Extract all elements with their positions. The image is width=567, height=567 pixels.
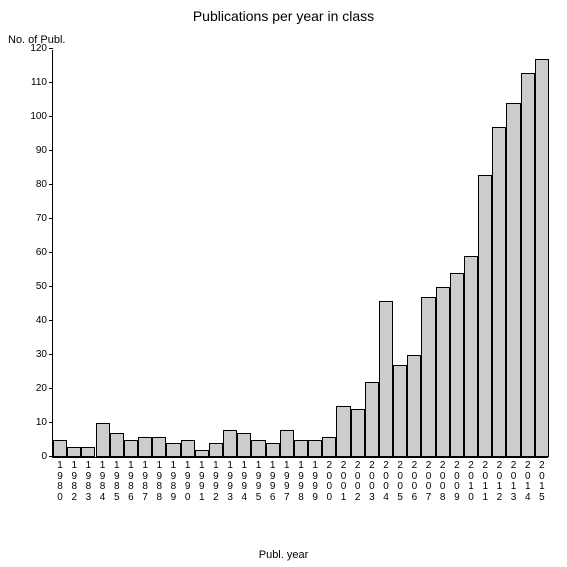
x-tick-label: 2000 [322,457,336,503]
bar [379,301,393,457]
x-tick-label: 2010 [464,457,478,503]
bar [81,447,95,457]
x-tick-label: 2005 [393,457,407,503]
y-tick-label: 50 [17,282,53,292]
x-tick-label: 2002 [351,457,365,503]
x-tick-label: 1999 [308,457,322,503]
x-tick-label: 1994 [237,457,251,503]
x-tick-label: 2011 [478,457,492,503]
x-tick-label: 1984 [96,457,110,503]
y-tick-mark [49,218,53,219]
bar [209,443,223,457]
bar [322,437,336,457]
x-axis-title: Publ. year [0,549,567,561]
y-tick-mark [49,150,53,151]
bar [492,127,506,457]
y-tick-mark [49,252,53,253]
x-tick-label: 1997 [280,457,294,503]
bar [436,287,450,457]
y-tick-label: 100 [17,112,53,122]
bar [294,440,308,457]
bar [96,423,110,457]
bar [478,175,492,457]
bar [308,440,322,457]
bar [223,430,237,457]
y-tick-mark [49,388,53,389]
y-tick-mark [49,422,53,423]
bar [195,450,209,457]
bar [124,440,138,457]
bar [67,447,81,457]
bar [407,355,421,457]
y-tick-mark [49,354,53,355]
x-tick-label: 2001 [336,457,350,503]
y-tick-label: 120 [17,44,53,54]
x-tick-label: 2008 [436,457,450,503]
bar [181,440,195,457]
x-tick-label: 2004 [379,457,393,503]
y-tick-label: 70 [17,214,53,224]
x-tick-label: 2013 [506,457,520,503]
x-tick-label: 2014 [521,457,535,503]
chart-container: Publications per year in class No. of Pu… [0,0,567,567]
x-tick-label: 1988 [152,457,166,503]
plot-area: 0102030405060708090100110120198019821983… [52,50,548,458]
bar [421,297,435,457]
y-tick-mark [49,48,53,49]
x-tick-label: 2007 [421,457,435,503]
y-tick-label: 0 [17,452,53,462]
bar [450,273,464,457]
bar [266,443,280,457]
x-tick-label: 1996 [266,457,280,503]
chart-title: Publications per year in class [0,8,567,24]
bar [280,430,294,457]
y-tick-mark [49,286,53,287]
y-tick-mark [49,184,53,185]
bar [138,437,152,457]
bar [535,59,549,457]
x-tick-label: 1993 [223,457,237,503]
y-tick-label: 20 [17,384,53,394]
bar [53,440,67,457]
x-tick-label: 1998 [294,457,308,503]
bar [464,256,478,457]
y-tick-label: 90 [17,146,53,156]
bar [336,406,350,457]
y-tick-label: 10 [17,418,53,428]
x-tick-label: 2012 [492,457,506,503]
x-tick-label: 2015 [535,457,549,503]
x-tick-label: 1980 [53,457,67,503]
bar [110,433,124,457]
x-tick-label: 2009 [450,457,464,503]
x-tick-label: 1983 [81,457,95,503]
y-tick-label: 110 [17,78,53,88]
y-tick-label: 60 [17,248,53,258]
x-tick-label: 1990 [181,457,195,503]
x-tick-label: 1989 [166,457,180,503]
y-tick-mark [49,116,53,117]
y-tick-label: 40 [17,316,53,326]
bar [521,73,535,457]
bar [166,443,180,457]
x-tick-label: 1986 [124,457,138,503]
y-tick-label: 80 [17,180,53,190]
x-tick-label: 1985 [110,457,124,503]
y-tick-mark [49,82,53,83]
x-tick-label: 1995 [251,457,265,503]
bar [393,365,407,457]
bar [251,440,265,457]
y-tick-label: 30 [17,350,53,360]
bar [506,103,520,457]
bar [365,382,379,457]
bar [152,437,166,457]
x-tick-label: 1991 [195,457,209,503]
y-tick-mark [49,320,53,321]
x-tick-label: 1992 [209,457,223,503]
bar [351,409,365,457]
x-tick-label: 1982 [67,457,81,503]
x-tick-label: 1987 [138,457,152,503]
x-tick-label: 2006 [407,457,421,503]
bar [237,433,251,457]
x-tick-label: 2003 [365,457,379,503]
